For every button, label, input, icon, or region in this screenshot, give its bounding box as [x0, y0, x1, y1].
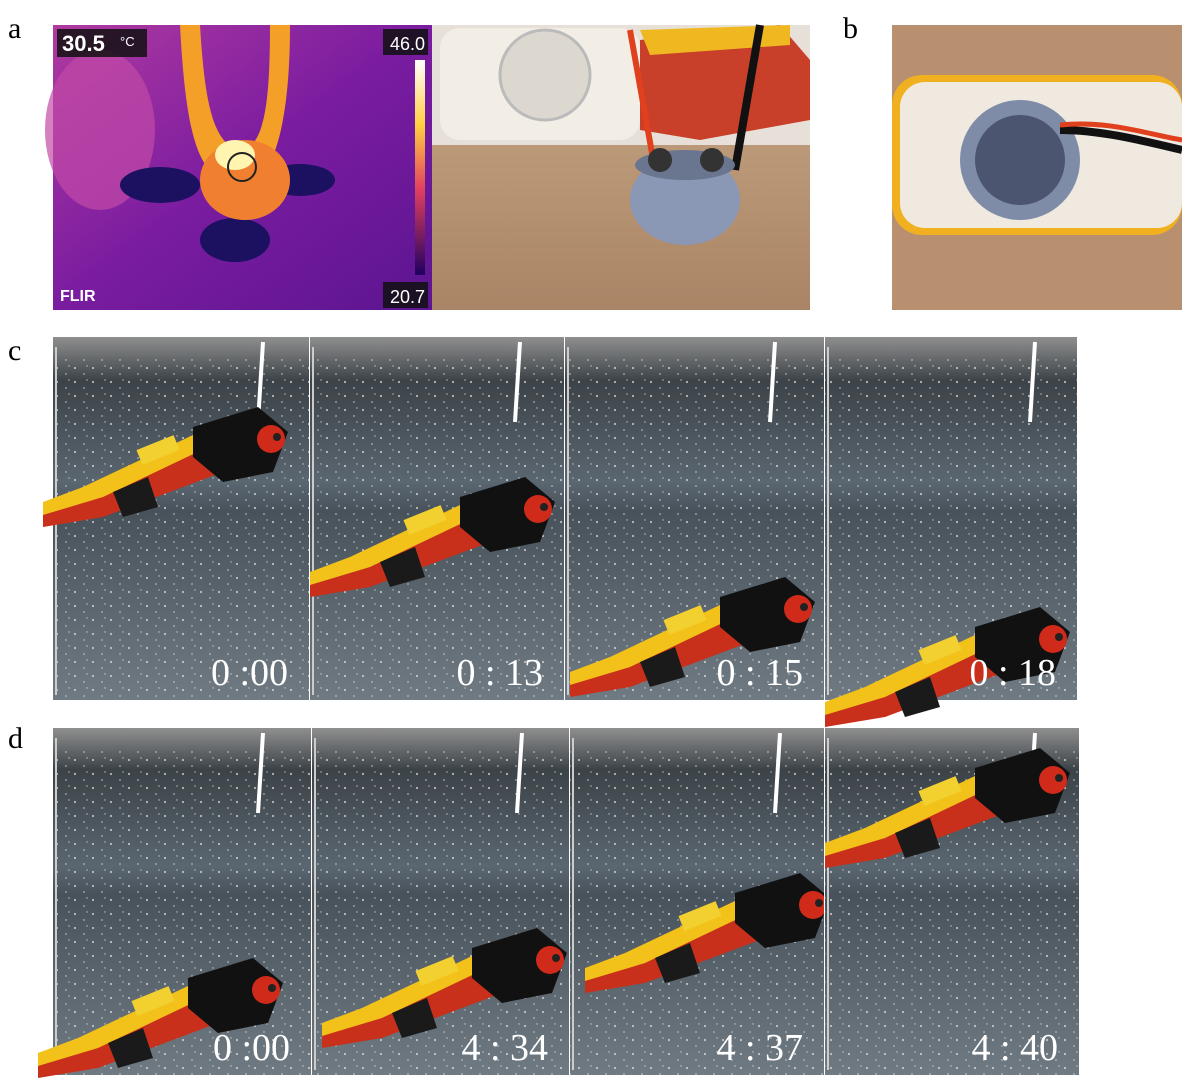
timestamp: 4 : 34	[461, 1027, 548, 1069]
frame-rows: 0 :00 0 : 13 0 : 15 0 : 18 0 :00 4 : 34 4 : 37…	[38, 337, 1080, 1078]
color-scale	[415, 60, 425, 275]
video-frame: 0 : 15	[565, 337, 825, 700]
device-photo	[432, 25, 810, 310]
video-frame: 0 : 18	[825, 337, 1078, 727]
thermal-image: 30.5 °C 46.0 20.7 FLIR	[45, 25, 432, 310]
video-frame: 4 : 34	[312, 728, 570, 1075]
scale-max: 46.0	[390, 34, 425, 54]
panel-label: a	[8, 12, 21, 45]
timestamp: 0 :00	[211, 652, 288, 694]
panel-label: b	[843, 12, 858, 45]
panel-label: d	[8, 722, 23, 755]
timestamp: 4 : 37	[716, 1027, 803, 1069]
temperature: 30.5	[62, 31, 105, 56]
brand-logo: FLIR	[60, 288, 96, 305]
video-frame: 0 :00	[38, 728, 312, 1078]
video-frame: 0 : 13	[310, 337, 565, 700]
timestamp: 4 : 40	[971, 1027, 1058, 1069]
video-frame: 0 :00	[43, 337, 310, 700]
bubbles	[53, 357, 310, 700]
scale-min: 20.7	[390, 287, 425, 307]
timestamp: 0 :00	[213, 1027, 290, 1069]
timestamp: 0 : 18	[969, 652, 1056, 694]
panel-label: c	[8, 334, 21, 367]
figure: 30.5 °C 46.0 20.7 FLIR a b c d 0 :00 0 : …	[0, 0, 1182, 1079]
video-frame: 4 : 40	[825, 728, 1080, 1075]
top-view-photo	[892, 25, 1182, 310]
timestamp: 0 : 15	[716, 652, 803, 694]
video-frame: 4 : 37	[570, 728, 830, 1075]
temperature-unit: °C	[120, 34, 135, 49]
timestamp: 0 : 13	[456, 652, 543, 694]
